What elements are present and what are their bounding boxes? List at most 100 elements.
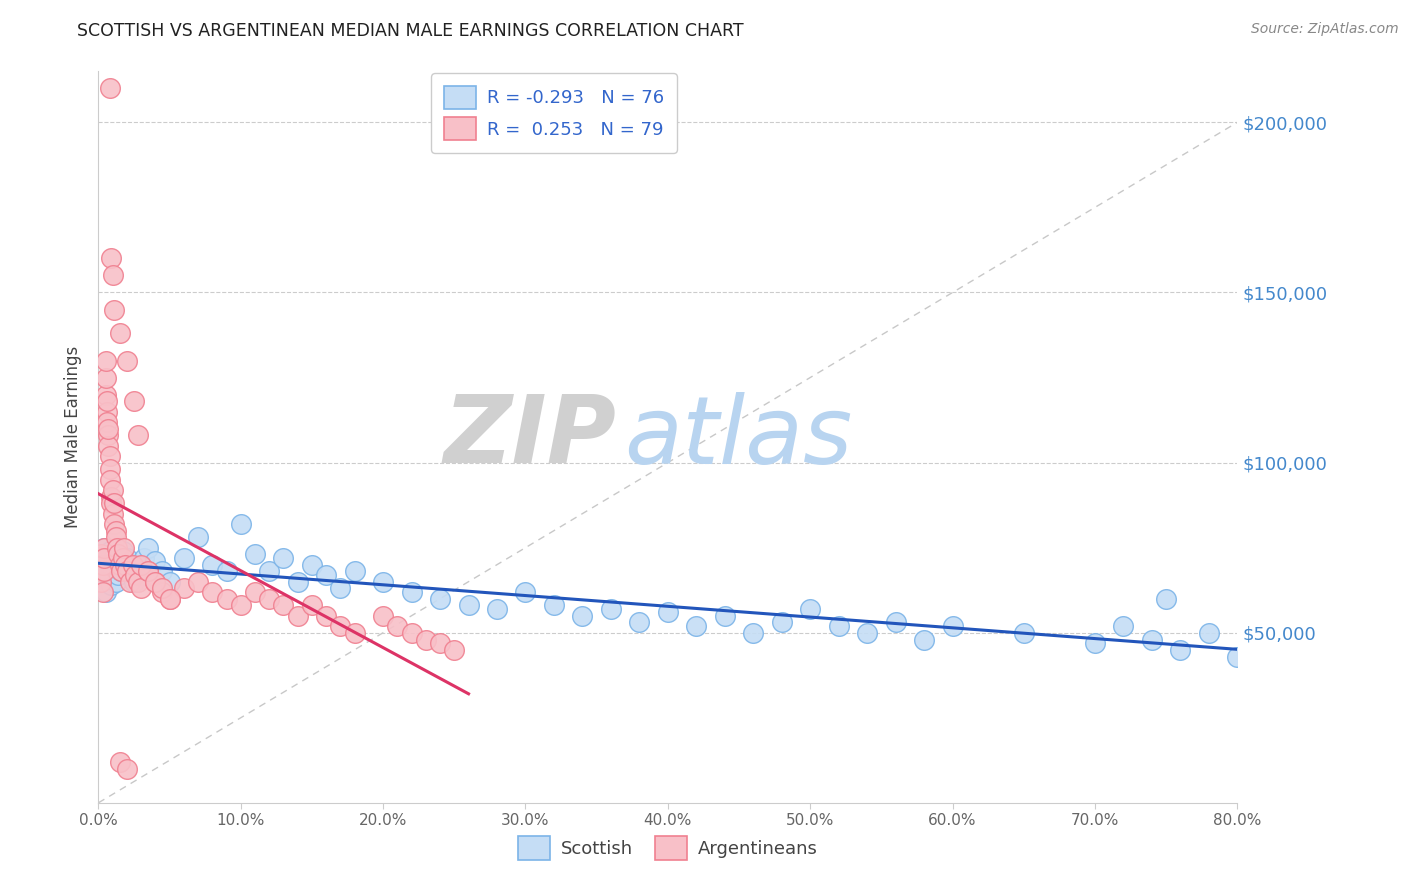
Point	[91, 558, 114, 572]
Point	[115, 550, 138, 565]
Point	[98, 462, 121, 476]
Point	[93, 565, 115, 579]
Point	[1198, 625, 1220, 640]
Text: atlas: atlas	[624, 392, 853, 483]
Point	[97, 421, 120, 435]
Point	[571, 608, 593, 623]
Point	[159, 591, 181, 606]
Point	[98, 473, 121, 487]
Point	[97, 565, 120, 579]
Point	[96, 404, 118, 418]
Point	[343, 625, 366, 640]
Point	[152, 585, 174, 599]
Point	[215, 591, 238, 606]
Point	[315, 567, 337, 582]
Point	[104, 524, 127, 538]
Point	[329, 619, 352, 633]
Point	[107, 548, 129, 562]
Point	[273, 599, 295, 613]
Point	[101, 483, 124, 497]
Point	[742, 625, 765, 640]
Point	[1140, 632, 1163, 647]
Point	[132, 550, 155, 565]
Point	[90, 574, 112, 589]
Point	[243, 548, 266, 562]
Legend: Scottish, Argentineans: Scottish, Argentineans	[510, 830, 825, 867]
Point	[100, 578, 122, 592]
Point	[101, 268, 124, 283]
Point	[100, 490, 122, 504]
Point	[129, 558, 152, 572]
Point	[127, 428, 149, 442]
Point	[94, 370, 117, 384]
Point	[457, 599, 479, 613]
Point	[429, 636, 451, 650]
Point	[259, 591, 281, 606]
Point	[1012, 625, 1035, 640]
Point	[101, 507, 124, 521]
Point	[229, 599, 252, 613]
Point	[93, 541, 115, 555]
Point	[486, 602, 509, 616]
Point	[122, 394, 145, 409]
Point	[115, 762, 138, 776]
Point	[657, 605, 679, 619]
Point	[1084, 636, 1107, 650]
Point	[104, 531, 127, 545]
Point	[543, 599, 565, 613]
Point	[187, 574, 209, 589]
Point	[173, 582, 195, 596]
Point	[96, 567, 118, 582]
Point	[173, 550, 195, 565]
Point	[111, 544, 134, 558]
Point	[912, 632, 935, 647]
Point	[101, 550, 124, 565]
Point	[98, 571, 121, 585]
Point	[373, 574, 395, 589]
Point	[152, 582, 174, 596]
Point	[110, 565, 132, 579]
Point	[129, 582, 152, 596]
Point	[770, 615, 793, 630]
Point	[112, 558, 135, 572]
Point	[152, 565, 174, 579]
Point	[1226, 649, 1249, 664]
Point	[685, 619, 707, 633]
Point	[259, 565, 281, 579]
Point	[103, 558, 125, 572]
Point	[159, 591, 181, 606]
Point	[373, 608, 395, 623]
Point	[401, 625, 423, 640]
Point	[103, 302, 125, 317]
Point	[942, 619, 965, 633]
Point	[287, 608, 309, 623]
Point	[429, 591, 451, 606]
Point	[96, 415, 118, 429]
Point	[329, 582, 352, 596]
Point	[1154, 591, 1177, 606]
Point	[401, 585, 423, 599]
Point	[100, 496, 122, 510]
Point	[94, 353, 117, 368]
Point	[273, 550, 295, 565]
Point	[136, 565, 159, 579]
Point	[90, 548, 112, 562]
Point	[97, 439, 120, 453]
Point	[108, 554, 131, 568]
Point	[96, 548, 118, 562]
Point	[229, 516, 252, 531]
Point	[112, 541, 135, 555]
Point	[94, 558, 117, 572]
Point	[136, 541, 159, 555]
Point	[105, 541, 128, 555]
Point	[159, 574, 181, 589]
Point	[856, 625, 879, 640]
Point	[187, 531, 209, 545]
Point	[94, 387, 117, 401]
Point	[343, 565, 366, 579]
Point	[111, 550, 134, 565]
Point	[101, 565, 124, 579]
Point	[201, 558, 224, 572]
Point	[243, 585, 266, 599]
Point	[315, 608, 337, 623]
